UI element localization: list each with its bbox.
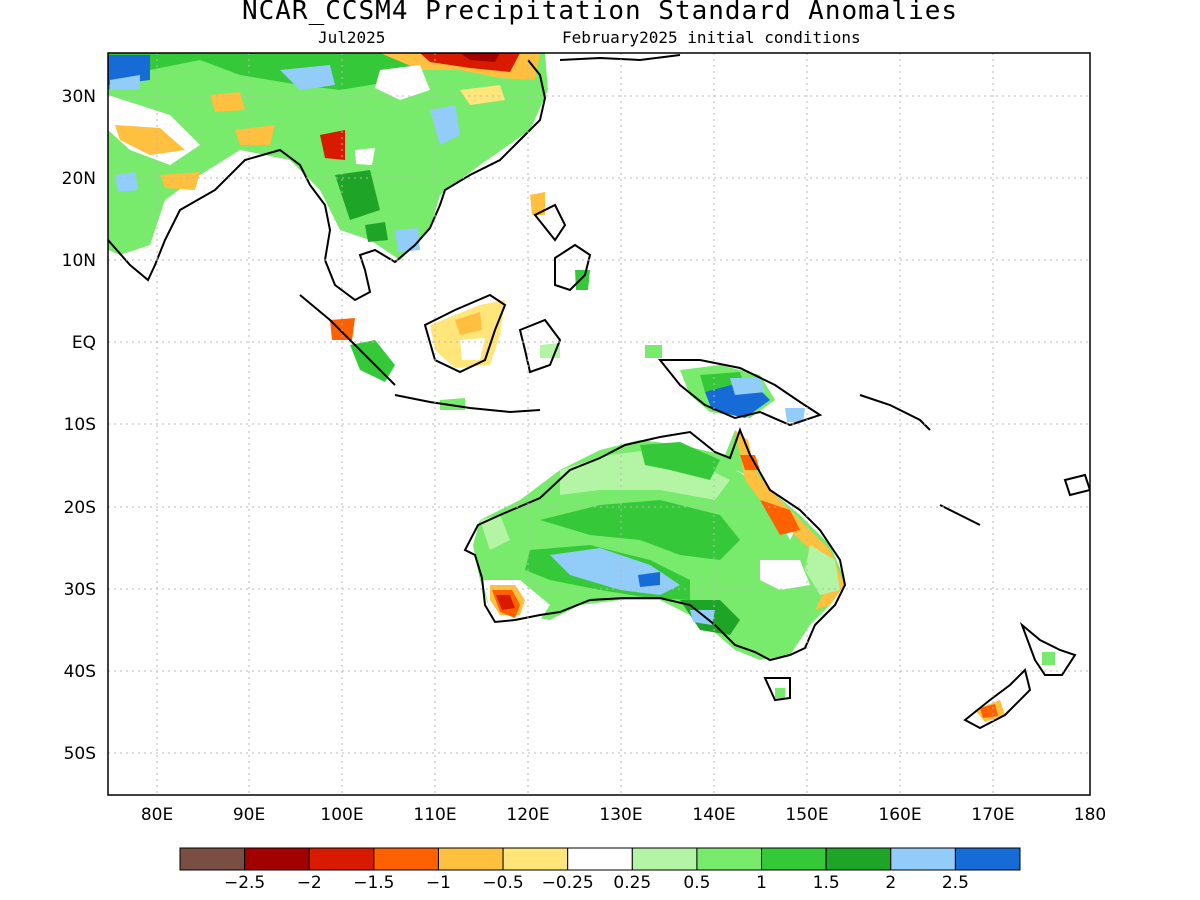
colorbar: −2.5 −2 −1.5 −1 −0.5 −0.25 0.25 0.5 1 1.5 2 2.5 [179,847,1021,893]
longitude-axis: 80E 90E 100E 110E 120E 130E 140E 150E 16… [141,805,1106,825]
colorbar-label: 0.25 [613,873,651,893]
map-frame [107,52,1091,796]
lat-label: 20N [62,169,96,189]
colorbar-label: −2 [297,873,322,893]
colorbar-swatch [373,847,439,871]
lon-label: 130E [599,805,642,825]
colorbar-swatch [502,847,569,871]
colorbar-swatch [308,847,375,871]
valid-month-label: Jul2025 [318,28,386,47]
lat-label: 30N [62,87,96,107]
lon-label: 170E [971,805,1014,825]
lat-label: 40S [64,662,96,682]
lon-label: 110E [413,805,456,825]
colorbar-swatch [761,847,827,871]
lon-label: 150E [785,805,828,825]
lat-label: 30S [64,580,96,600]
lat-label: 50S [64,744,96,764]
colorbar-label: 1 [756,873,767,893]
lat-label: 10S [64,415,96,435]
colorbar-label: 2.5 [942,873,969,893]
colorbar-label: −1 [426,873,451,893]
colorbar-label: −1.5 [353,873,394,893]
init-conditions-label: February2025 initial conditions [562,28,861,47]
lon-label: 120E [506,805,549,825]
lat-label: EQ [72,333,96,353]
lat-label: 20S [64,498,96,518]
lat-label: 10N [62,251,96,271]
colorbar-label: −0.5 [482,873,523,893]
colorbar-swatch [890,847,956,871]
colorbar-swatch [567,847,633,871]
lon-label: 160E [878,805,921,825]
colorbar-label: 2 [885,873,896,893]
coastlines [108,54,1090,730]
latitude-axis: 30N 20N 10N EQ 10S 20S 30S 40S 50S [62,87,96,764]
colorbar-swatch [437,847,504,871]
gridlines [108,53,1090,795]
colorbar-label: −2.5 [224,873,265,893]
lon-label: 90E [233,805,265,825]
colorbar-swatch [179,847,246,871]
colorbar-swatch [825,847,892,871]
colorbar-label: −0.25 [542,873,594,893]
colorbar-label: 1.5 [813,873,840,893]
colorbar-label: 0.5 [683,873,710,893]
colorbar-swatch [244,847,310,871]
colorbar-swatch [631,847,698,871]
lon-label: 180 [1074,805,1106,825]
lon-label: 100E [320,805,363,825]
lon-label: 80E [141,805,173,825]
map-title: NCAR_CCSM4 Precipitation Standard Anomal… [241,0,959,26]
colorbar-swatch [696,847,763,871]
colorbar-swatch [954,847,1021,871]
anomaly-fields [108,53,1055,722]
lon-label: 140E [692,805,735,825]
